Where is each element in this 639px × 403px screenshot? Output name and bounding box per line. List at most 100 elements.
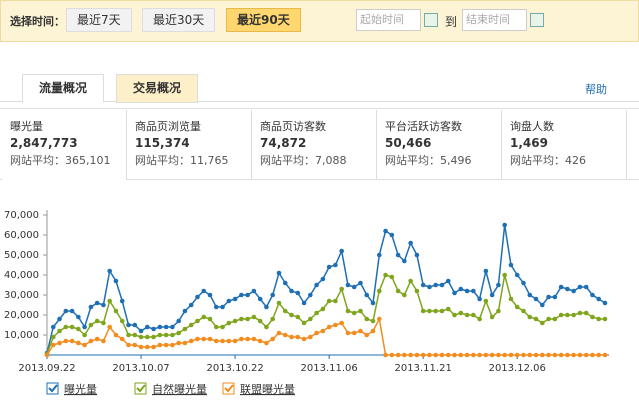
average-label: 网站平均： — [510, 154, 565, 167]
data-point — [245, 292, 250, 298]
stat-average: 网站平均：365,101 — [10, 152, 126, 168]
data-point — [471, 352, 476, 358]
range-button[interactable]: 最近90天 — [226, 8, 301, 32]
data-point — [232, 338, 238, 344]
data-point — [145, 324, 150, 330]
data-point — [590, 352, 595, 358]
data-point — [101, 320, 106, 326]
data-point — [489, 352, 495, 358]
data-point — [264, 304, 269, 310]
data-point — [276, 300, 282, 306]
data-point — [420, 352, 426, 358]
start-date-input[interactable]: 起始时间 — [356, 9, 421, 31]
data-point — [82, 332, 87, 338]
data-point — [583, 284, 589, 290]
data-point — [339, 320, 344, 326]
data-point — [452, 352, 457, 358]
stat-value: 2,847,773 — [10, 136, 78, 150]
stat-label: 商品页访客数 — [260, 120, 326, 133]
help-link[interactable]: 帮助 — [585, 83, 607, 96]
data-point — [540, 352, 545, 358]
data-point — [414, 352, 420, 358]
data-point — [358, 280, 363, 286]
data-point — [119, 298, 125, 304]
data-point — [345, 330, 351, 336]
data-point — [76, 326, 81, 332]
data-point — [533, 352, 539, 358]
data-point — [383, 228, 388, 234]
data-point — [452, 290, 457, 296]
data-point — [577, 352, 583, 358]
data-point — [113, 332, 119, 338]
data-point — [226, 338, 232, 344]
data-point — [433, 282, 439, 288]
tab[interactable]: 交易概况 — [116, 74, 199, 103]
legend-item[interactable]: 自然曝光量 — [134, 382, 207, 396]
data-point — [496, 308, 501, 314]
data-point — [571, 288, 576, 294]
data-point — [333, 262, 338, 268]
data-point — [420, 308, 426, 314]
stat-card[interactable]: 平台活跃访客数 50,466 网站平均：5,496 — [377, 110, 502, 180]
data-point — [458, 286, 464, 292]
data-point — [157, 332, 163, 338]
data-point — [295, 290, 301, 296]
data-point — [50, 324, 56, 330]
data-point — [502, 222, 507, 228]
data-point — [63, 308, 69, 314]
average-label: 网站平均： — [260, 154, 315, 167]
range-button[interactable]: 最近30天 — [142, 8, 216, 32]
data-point — [308, 292, 313, 298]
stat-value: 74,872 — [260, 136, 307, 150]
data-point — [439, 352, 445, 358]
data-point — [552, 352, 558, 358]
average-label: 网站平均： — [385, 154, 440, 167]
data-point — [402, 292, 407, 298]
data-point — [483, 268, 489, 274]
data-point — [69, 338, 75, 344]
data-point — [314, 282, 319, 288]
data-point — [126, 342, 131, 348]
data-point — [63, 324, 69, 330]
data-point — [226, 298, 232, 304]
legend-item[interactable]: 联盟曝光量 — [222, 382, 295, 396]
x-tick-label: 2013.12.06 — [489, 363, 546, 374]
range-button[interactable]: 最近7天 — [66, 8, 132, 32]
data-point — [138, 334, 144, 340]
tab[interactable]: 流量概况 — [22, 74, 105, 103]
data-point — [395, 288, 401, 294]
data-point — [427, 284, 432, 290]
data-point — [502, 272, 507, 278]
data-point — [558, 352, 564, 358]
calendar-icon[interactable] — [424, 13, 438, 27]
stat-card[interactable]: 曝光量 2,847,773 网站平均：365,101 — [2, 110, 127, 180]
data-point — [452, 312, 457, 318]
data-point — [408, 352, 413, 358]
data-point — [182, 326, 188, 332]
data-point — [270, 316, 276, 322]
data-point — [163, 324, 169, 330]
data-point — [50, 342, 56, 348]
data-point — [445, 278, 451, 284]
data-point — [565, 352, 570, 358]
data-point — [326, 298, 332, 304]
data-point — [427, 308, 432, 314]
data-point — [239, 316, 244, 322]
data-point — [533, 316, 539, 322]
data-point — [602, 352, 608, 358]
data-point — [126, 322, 131, 328]
data-point — [464, 312, 470, 318]
legend-item[interactable]: 曝光量 — [46, 382, 97, 396]
stat-card[interactable]: 商品页访客数 74,872 网站平均：7,088 — [252, 110, 377, 180]
data-point — [508, 296, 514, 302]
stat-card[interactable]: 商品页浏览量 115,374 网站平均：11,765 — [127, 110, 252, 180]
data-point — [552, 294, 558, 300]
data-point — [496, 282, 501, 288]
stat-card[interactable]: 询盘人数 1,469 网站平均：426 — [502, 110, 627, 180]
data-point — [558, 312, 564, 318]
data-point — [163, 342, 169, 348]
data-point — [546, 352, 551, 358]
calendar-icon[interactable] — [530, 13, 544, 27]
data-point — [182, 308, 188, 314]
end-date-input[interactable]: 结束时间 — [462, 9, 527, 31]
